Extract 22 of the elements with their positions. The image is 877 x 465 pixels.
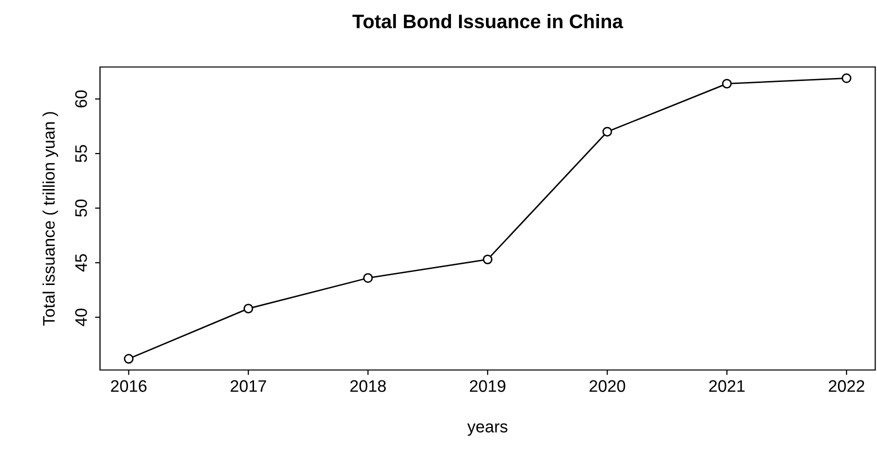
x-tick-label: 2022 bbox=[828, 380, 864, 392]
x-tick-label: 2020 bbox=[590, 380, 626, 392]
x-tick-label: 2021 bbox=[709, 380, 745, 392]
x-axis-title: years bbox=[467, 423, 508, 436]
y-tick-label: 40 bbox=[75, 308, 87, 326]
point bbox=[124, 354, 134, 364]
chart-title: Total Bond Issuance in China bbox=[352, 14, 624, 28]
point bbox=[842, 73, 852, 84]
point bbox=[363, 273, 373, 283]
y-tick-label: 45 bbox=[75, 254, 87, 272]
point bbox=[482, 254, 492, 264]
x-tick-label: 2016 bbox=[111, 380, 147, 392]
x-tick-label: 2017 bbox=[230, 380, 266, 392]
y-axis-title: Total issuance ( trillion yuan ) bbox=[42, 112, 58, 326]
point bbox=[722, 78, 732, 89]
point bbox=[602, 126, 612, 137]
y-tick-label: 55 bbox=[75, 144, 87, 162]
y-tick-label: 50 bbox=[75, 200, 87, 217]
y-tick-label: 60 bbox=[75, 90, 87, 108]
point bbox=[243, 304, 254, 314]
x-tick-label: 2018 bbox=[350, 380, 386, 392]
x-tick-label: 2019 bbox=[470, 380, 506, 392]
